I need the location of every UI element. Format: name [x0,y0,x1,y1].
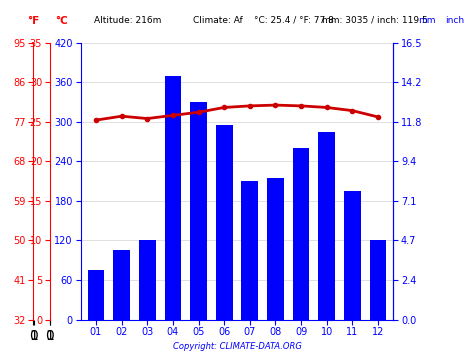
Bar [190,102,207,320]
Text: °C: 25.4 / °F: 77.8: °C: 25.4 / °F: 77.8 [254,16,334,25]
Bar [319,132,335,320]
Bar [267,178,284,320]
Bar [370,240,386,320]
Text: Copyright: CLIMATE-DATA.ORG: Copyright: CLIMATE-DATA.ORG [173,343,301,351]
Bar [216,125,233,320]
Text: inch: inch [446,16,465,25]
Bar [293,148,310,320]
Bar [241,181,258,320]
Text: Altitude: 216m: Altitude: 216m [94,16,162,25]
Text: mm: mm [418,16,435,25]
Text: °C: °C [55,16,68,26]
Text: mm: 3035 / inch: 119.5: mm: 3035 / inch: 119.5 [321,16,428,25]
Bar [88,270,104,320]
Bar [164,76,181,320]
Bar [113,250,130,320]
Bar [344,191,361,320]
Bar [139,240,155,320]
Text: °F: °F [27,16,39,26]
Text: Climate: Af: Climate: Af [193,16,243,25]
